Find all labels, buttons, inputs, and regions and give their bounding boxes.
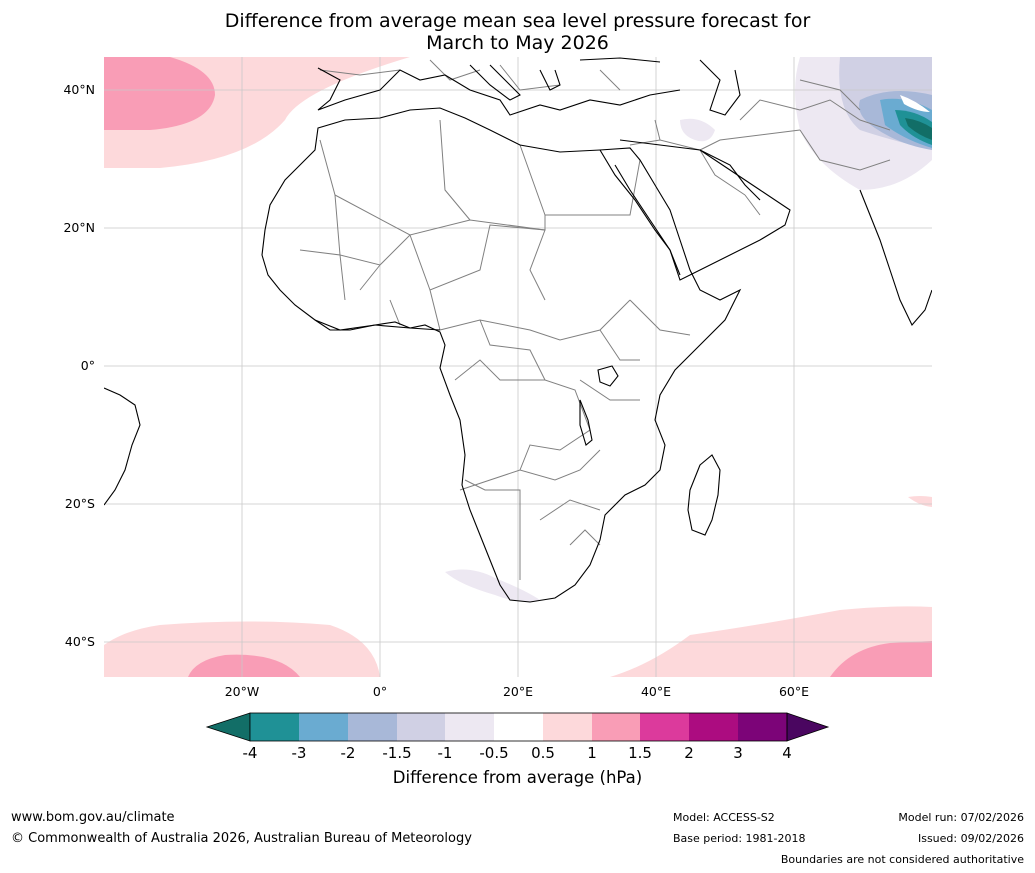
black-sea-caspian-coast [579, 57, 741, 116]
border-southern-africa [459, 449, 601, 580]
africa-coastline [261, 107, 742, 603]
lon-label-40e: 40°E [640, 684, 672, 699]
asia-extreme-negative [905, 118, 932, 140]
colorbar-tick-label: -4 [242, 744, 258, 762]
border-central-africa [439, 299, 631, 381]
colorbar-tick-label: 1 [587, 744, 597, 762]
lake-victoria [597, 365, 619, 387]
madagascar-coastline [687, 454, 721, 536]
lat-label-20n: 20°N [63, 220, 95, 235]
border-europe [319, 59, 621, 91]
lat-label-equator: 0° [80, 358, 95, 373]
india-coastline [859, 189, 932, 326]
lon-label-60e: 60°E [778, 684, 810, 699]
south-atlantic-moderate-positive [188, 654, 300, 677]
border-east-africa [579, 299, 691, 401]
middle-east-weak-negative [680, 118, 715, 142]
title-line-1: Difference from average mean sea level p… [224, 10, 811, 32]
colorbar-tick-label: 4 [782, 744, 792, 762]
border-sahel [334, 194, 546, 301]
lon-label-0: 0° [372, 684, 388, 699]
colorbar-tick-label: 2 [684, 744, 694, 762]
colorbar-swatch-11 [738, 713, 787, 741]
country-borders [299, 59, 891, 580]
issued-date: Issued: 09/02/2026 [917, 832, 1024, 845]
colorbar-swatch-5 [445, 713, 494, 741]
border-central-asia [799, 79, 891, 171]
colorbar-tick-label: 3 [733, 744, 743, 762]
red-sea-coast [599, 149, 681, 276]
asia-white-patch [900, 95, 930, 112]
border-north-africa [319, 139, 641, 236]
model-name: Model: ACCESS-S2 [673, 811, 775, 824]
south-africa-weak-negative [445, 569, 540, 602]
model-run-date: Model run: 07/02/2026 [898, 811, 1024, 824]
colorbar-swatch-8 [592, 713, 640, 741]
lon-label-20e: 20°E [502, 684, 534, 699]
east-indian-weak-positive [908, 496, 932, 507]
colorbar-swatch-7 [543, 713, 592, 741]
colorbar-tick-label: -0.5 [479, 744, 509, 762]
colorbar-swatch-3 [348, 713, 397, 741]
border-algeria-libya [439, 119, 546, 221]
base-period: Base period: 1981-2018 [673, 832, 806, 845]
colorbar-tick-label: 1.5 [628, 744, 652, 762]
coastlines [104, 57, 932, 603]
south-indian-moderate-positive [830, 641, 932, 677]
lat-label-40n: 40°N [63, 82, 95, 97]
colorbar-tick-label: -1.5 [382, 744, 412, 762]
colorbar-upper-extension [786, 712, 830, 742]
colorbar-tick-label: 0.5 [531, 744, 555, 762]
colorbar-tick-label: -1 [437, 744, 453, 762]
colorbar-swatch-6 [494, 713, 543, 741]
persian-gulf-coast [699, 149, 761, 201]
border-west-africa [299, 249, 441, 331]
nw-atlantic-moderate-positive [104, 57, 215, 130]
lat-label-20s: 20°S [64, 496, 95, 511]
colorbar-tick-label: -3 [291, 744, 307, 762]
south-america-coastline [104, 387, 141, 506]
colorbar-swatch-10 [689, 713, 738, 741]
website-link[interactable]: www.bom.gov.au/climate [11, 810, 175, 825]
lake-tanganyika [579, 399, 593, 446]
colorbar-swatch-9 [640, 713, 689, 741]
colorbar-lower-extension [205, 712, 251, 742]
colorbar-outline [249, 712, 788, 742]
border-congo [454, 359, 591, 471]
lon-label-20w: 20°W [224, 684, 260, 699]
boundaries-disclaimer: Boundaries are not considered authoritat… [780, 853, 1024, 866]
colorbar-swatch-1 [250, 713, 299, 741]
copyright-notice: © Commonwealth of Australia 2026, Austra… [11, 831, 472, 846]
arabian-peninsula-coastline [614, 139, 791, 281]
lat-label-40s: 40°S [64, 634, 95, 649]
title-line-2: March to May 2026 [426, 32, 609, 54]
colorbar-swatch-4 [397, 713, 445, 741]
colorbar-tick-label: -2 [340, 744, 356, 762]
italy-greece-coastline [469, 64, 561, 101]
map-title: Difference from average mean sea level p… [0, 10, 1035, 54]
gulf-of-guinea [314, 319, 441, 331]
colorbar-title: Difference from average (hPa) [392, 768, 643, 787]
colorbar [205, 712, 830, 742]
europe-coastline [317, 67, 681, 116]
colorbar-swatch-2 [299, 713, 348, 741]
